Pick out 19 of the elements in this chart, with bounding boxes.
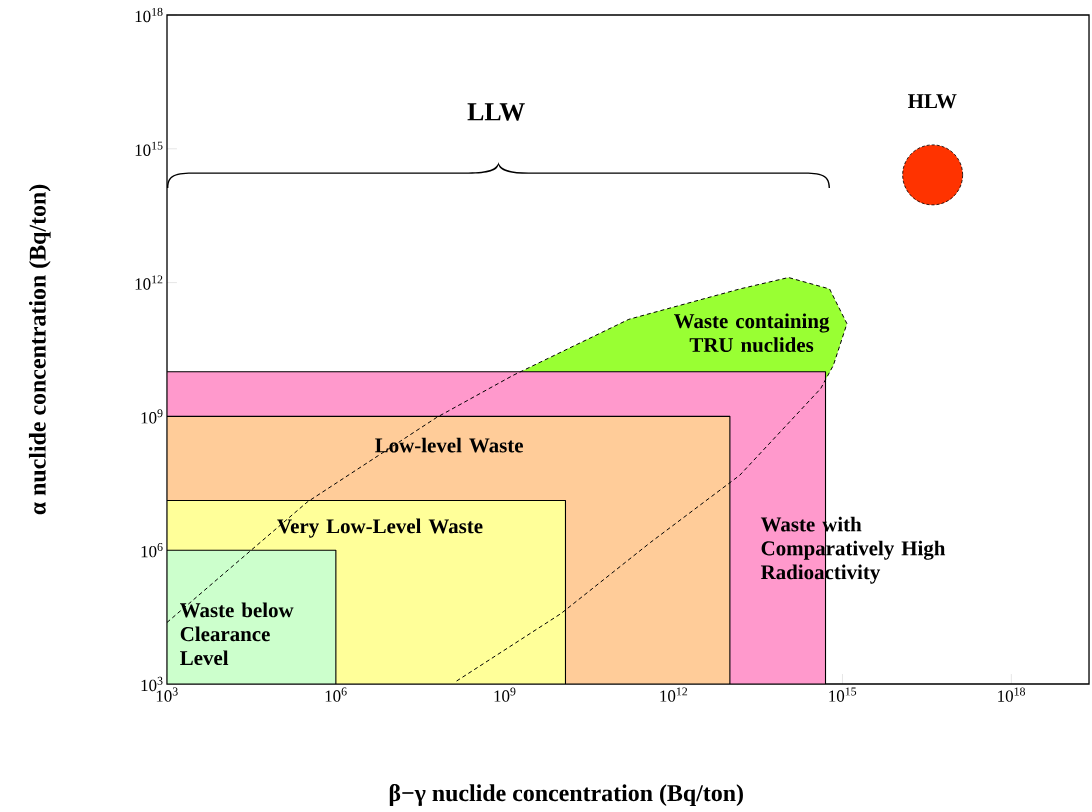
x-tick-label: 10$^{6}$ xyxy=(325,687,347,702)
x-axis-title: β−γ nuclide concentration (Bq/ton) xyxy=(389,784,743,807)
series-label: Very Low-Level Waste xyxy=(277,518,483,538)
series-label: Waste below Clearance Level xyxy=(180,602,294,666)
annotation: LLW xyxy=(467,103,525,121)
y-tick-label: 10$^{6}$ xyxy=(141,543,163,558)
x-tick-label: 10$^{15}$ xyxy=(829,687,857,702)
series-label: Waste containing TRU nuclides xyxy=(673,313,830,353)
x-tick-label: 10$^{3}$ xyxy=(156,687,178,702)
x-tick-label: 10$^{9}$ xyxy=(494,687,516,702)
x-tick-label: 10$^{12}$ xyxy=(660,687,688,702)
y-tick-label: 10$^{15}$ xyxy=(135,141,163,156)
y-tick-label: 10$^{18}$ xyxy=(135,7,163,23)
x-tick-label: 10$^{18}$ xyxy=(998,687,1026,702)
text: HLW xyxy=(908,94,957,109)
y-axis-title: α nuclide concentration (Bq/ton) xyxy=(28,184,51,515)
y-tick-label: 10$^{12}$ xyxy=(135,275,163,290)
y-tick-label: 10$^{9}$ xyxy=(141,409,163,424)
series-label: Low-level Waste xyxy=(375,437,523,453)
